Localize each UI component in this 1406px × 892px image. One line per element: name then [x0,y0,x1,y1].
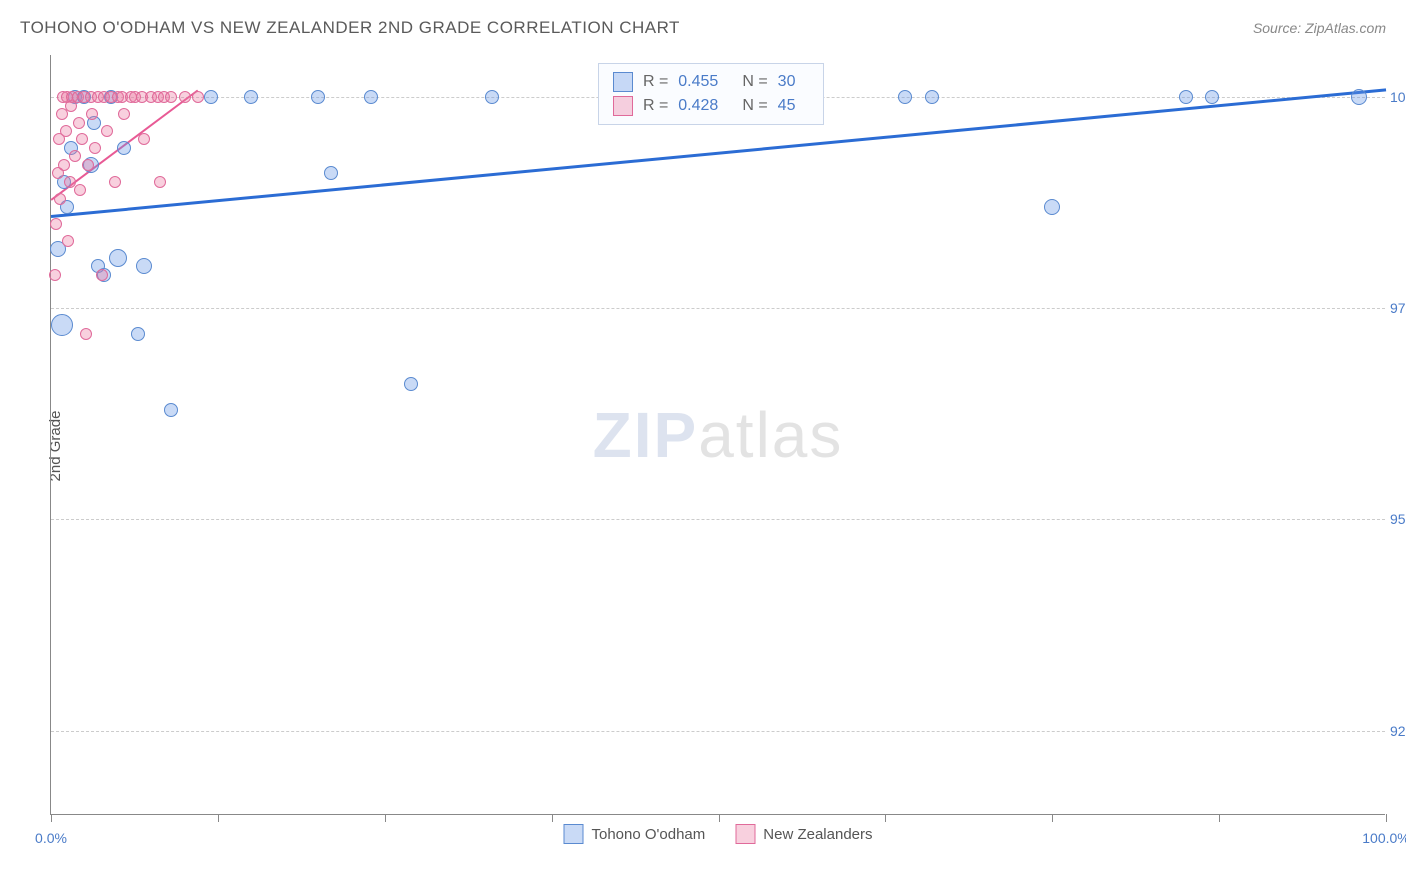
data-point-newzealand [69,150,81,162]
y-tick-label: 95.0% [1390,511,1406,527]
y-tick-label: 97.5% [1390,300,1406,316]
title-row: TOHONO O'ODHAM VS NEW ZEALANDER 2ND GRAD… [20,18,1386,38]
x-tick-label: 0.0% [35,830,67,846]
y-tick-label: 100.0% [1390,89,1406,105]
watermark-light: atlas [698,399,843,471]
data-point-newzealand [96,269,108,281]
x-tick [1219,814,1220,822]
stat-n-value: 30 [778,73,796,91]
data-point-tohono [364,90,378,104]
x-tick [552,814,553,822]
data-point-tohono [404,377,418,391]
watermark-bold: ZIP [593,399,699,471]
data-point-newzealand [64,176,76,188]
gridline-h [51,308,1385,309]
data-point-tohono [898,90,912,104]
x-tick [218,814,219,822]
data-point-tohono [485,90,499,104]
data-point-newzealand [50,218,62,230]
data-point-newzealand [54,193,66,205]
x-tick [885,814,886,822]
x-tick [719,814,720,822]
watermark: ZIPatlas [593,398,844,472]
scatter-plot: ZIPatlas 92.5%95.0%97.5%100.0%0.0%100.0%… [50,55,1385,815]
data-point-newzealand [82,159,94,171]
y-tick-label: 92.5% [1390,723,1406,739]
data-point-tohono [324,166,338,180]
stats-row-tohono: R = 0.455 N = 30 [613,70,810,94]
data-point-tohono [1205,90,1219,104]
legend-label: New Zealanders [763,826,872,843]
data-point-newzealand [101,125,113,137]
chart-title: TOHONO O'ODHAM VS NEW ZEALANDER 2ND GRAD… [20,18,680,38]
data-point-newzealand [74,184,86,196]
data-point-newzealand [73,117,85,129]
stat-r-label: R = [643,73,668,91]
data-point-newzealand [154,176,166,188]
data-point-newzealand [179,91,191,103]
stats-row-newzealand: R = 0.428 N = 45 [613,94,810,118]
data-point-newzealand [138,133,150,145]
data-point-tohono [131,327,145,341]
stat-r-value: 0.428 [678,97,718,115]
data-point-tohono [1351,89,1367,105]
data-point-tohono [117,141,131,155]
data-point-tohono [1179,90,1193,104]
data-point-newzealand [118,108,130,120]
legend-label: Tohono O'odham [592,826,706,843]
stat-r-label: R = [643,97,668,115]
data-point-tohono [136,258,152,274]
x-tick [1052,814,1053,822]
data-point-newzealand [192,91,204,103]
x-tick-label: 100.0% [1362,830,1406,846]
data-point-newzealand [60,125,72,137]
legend-item-tohono: Tohono O'odham [564,824,706,844]
legend-swatch-icon [564,824,584,844]
data-point-tohono [1044,199,1060,215]
data-point-newzealand [86,108,98,120]
data-point-tohono [311,90,325,104]
data-point-newzealand [165,91,177,103]
legend-swatch-icon [735,824,755,844]
data-point-newzealand [80,328,92,340]
data-point-tohono [164,403,178,417]
x-tick [51,814,52,822]
data-point-newzealand [62,235,74,247]
legend-swatch-icon [613,96,633,116]
stats-legend-box: R = 0.455 N = 30 R = 0.428 N = 45 [598,63,825,125]
stat-n-value: 45 [778,97,796,115]
legend-swatch-icon [613,72,633,92]
data-point-tohono [925,90,939,104]
data-point-newzealand [109,176,121,188]
x-tick [1386,814,1387,822]
x-tick [385,814,386,822]
data-point-tohono [51,314,73,336]
data-point-newzealand [58,159,70,171]
bottom-legend: Tohono O'odham New Zealanders [564,824,873,844]
stat-r-value: 0.455 [678,73,718,91]
data-point-tohono [109,249,127,267]
data-point-newzealand [76,133,88,145]
data-point-tohono [244,90,258,104]
data-point-tohono [204,90,218,104]
data-point-newzealand [89,142,101,154]
data-point-newzealand [49,269,61,281]
stat-n-label: N = [742,73,767,91]
legend-item-newzealand: New Zealanders [735,824,872,844]
gridline-h [51,731,1385,732]
stat-n-label: N = [742,97,767,115]
gridline-h [51,519,1385,520]
chart-source: Source: ZipAtlas.com [1253,20,1386,36]
